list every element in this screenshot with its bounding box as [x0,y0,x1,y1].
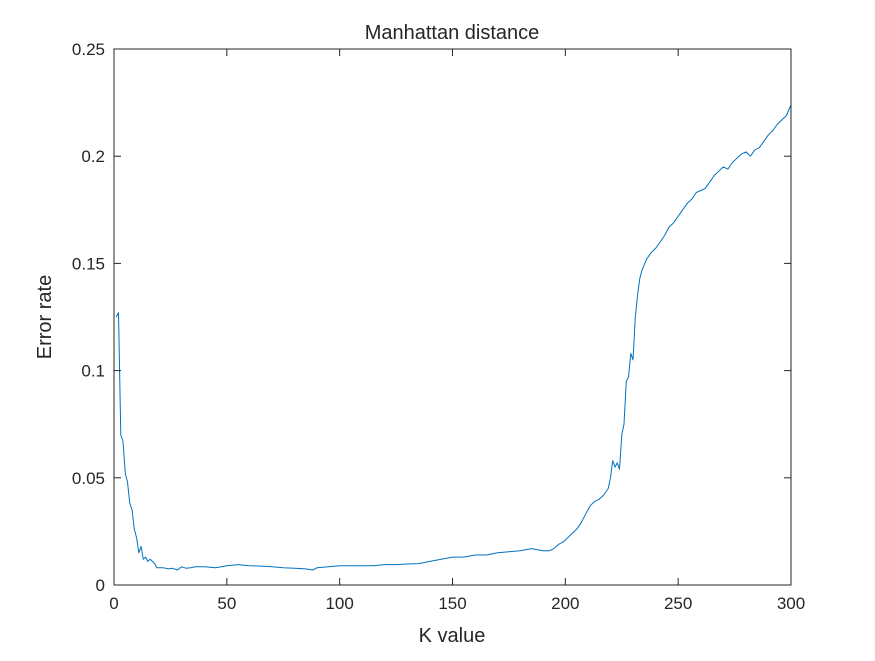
x-tick-label: 250 [664,594,692,613]
y-tick-label: 0.05 [72,469,105,488]
y-axis-label: Error rate [34,275,56,359]
y-tick-label: 0 [96,576,105,595]
x-axis: 0 50 100 150 200 250 300 [109,49,805,613]
x-tick-label: 200 [551,594,579,613]
x-tick-label: 150 [438,594,466,613]
plot-area [114,49,791,585]
x-tick-label: 50 [217,594,236,613]
series-layer [115,104,792,571]
y-axis: 0 0.05 0.1 0.15 0.2 0.25 [72,40,791,595]
y-tick-label: 0.2 [81,147,105,166]
x-tick-label: 0 [109,594,118,613]
chart-title: Manhattan distance [365,22,540,44]
x-axis-label: K value [419,625,486,647]
series-line [115,104,792,571]
x-tick-label: 300 [777,594,805,613]
y-tick-label: 0.15 [72,254,105,273]
y-tick-label: 0.25 [72,40,105,59]
x-tick-label: 100 [325,594,353,613]
y-tick-label: 0.1 [81,362,105,381]
